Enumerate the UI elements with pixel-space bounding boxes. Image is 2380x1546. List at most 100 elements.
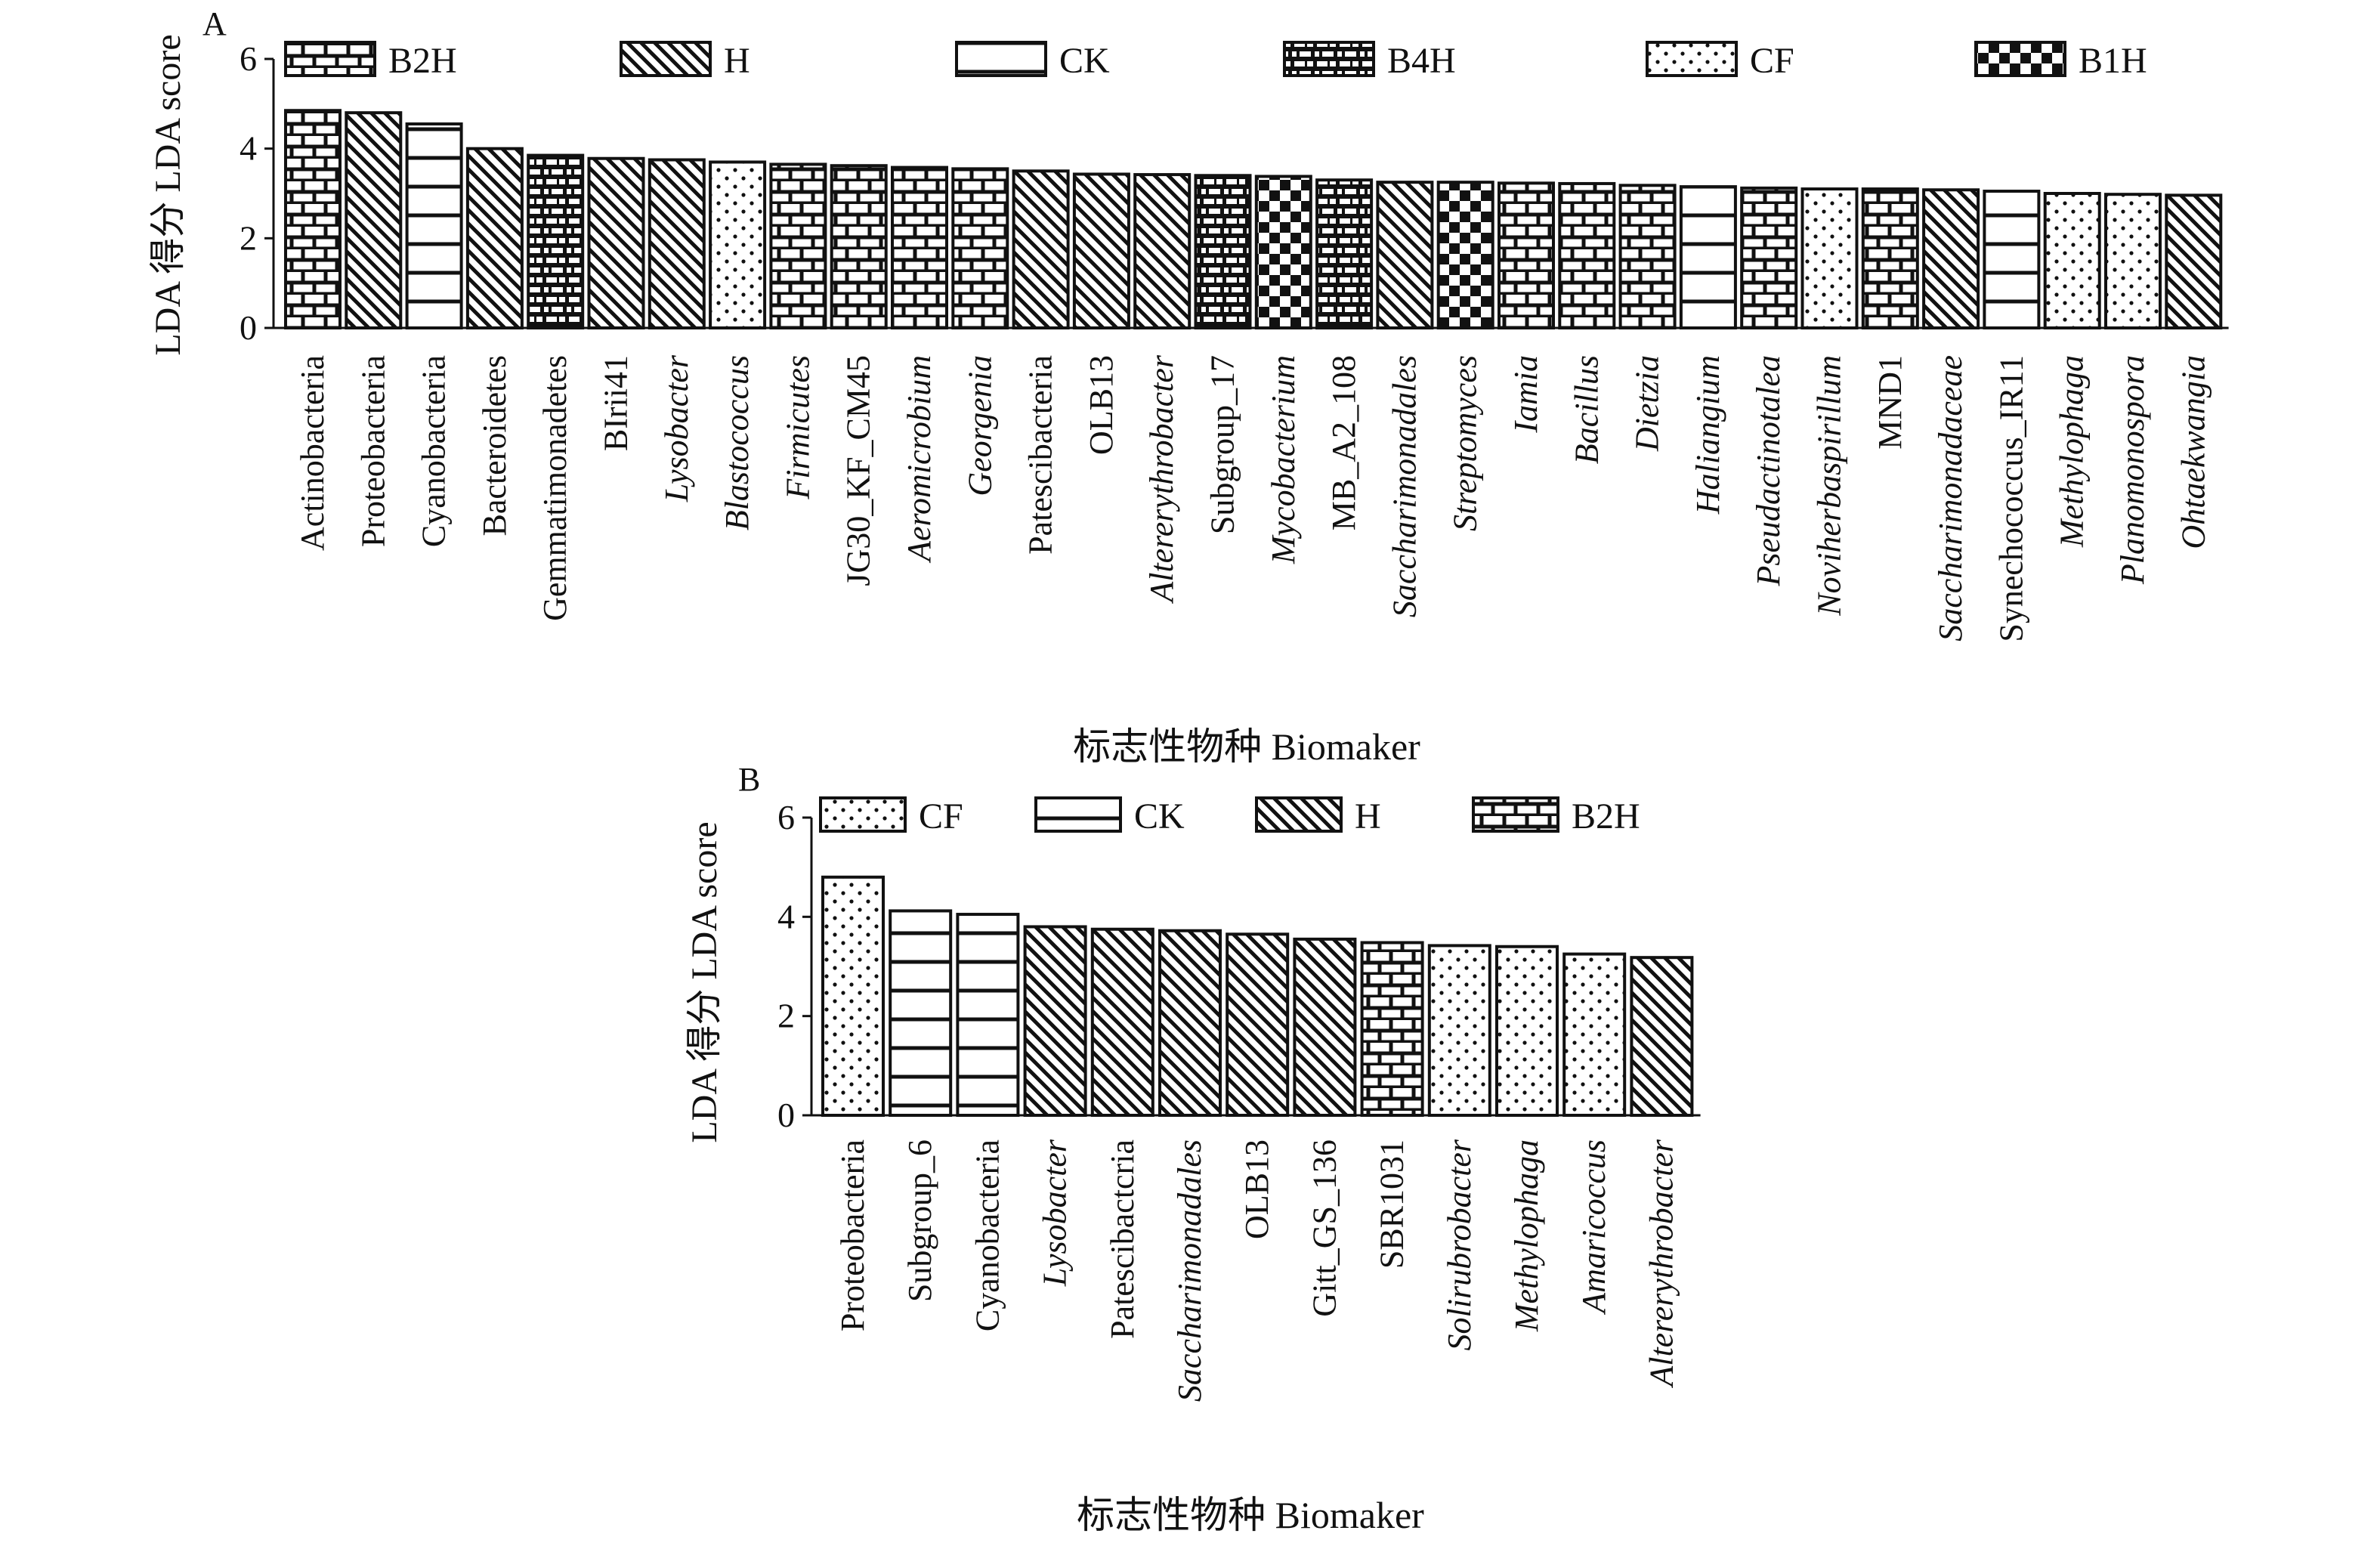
x-tick-label: Bacillus	[1568, 355, 1605, 464]
x-tick-label: Dietzia	[1629, 355, 1666, 452]
bar-mb-a2-108	[1315, 178, 1374, 329]
y-tick-label: 0	[240, 308, 257, 347]
x-tick-label: Proteobacteria	[834, 1139, 871, 1331]
bar-saccharimonadales	[1158, 929, 1222, 1117]
x-tick-label: Lysobacter	[658, 354, 695, 502]
x-tick-label: OLB13	[1083, 355, 1120, 455]
bar-firmicutes	[769, 162, 827, 329]
x-tick-label: MB_A2_108	[1325, 355, 1362, 530]
bar-methylophaga	[1495, 945, 1559, 1117]
legend-swatch-b4h	[1283, 41, 1375, 77]
bar-planomonospora	[2104, 193, 2162, 330]
bars-b	[821, 875, 1694, 1118]
y-tick-label: 0	[777, 1096, 795, 1134]
panel-label-b: B	[738, 761, 760, 798]
bar-iamia	[1498, 181, 1555, 329]
bar-saccharimonadales	[1376, 181, 1434, 329]
x-tick-labels-a: Actinobacteria Proteobacteria Cyanobacteri…	[294, 354, 2212, 642]
x-tick-label: Georgenia	[961, 355, 998, 496]
bar-synechococcus-ir11	[1983, 190, 2041, 329]
x-tick-label: Lysobacter	[1037, 1139, 1074, 1287]
x-tick-label: Pseudactinotalea	[1750, 355, 1787, 587]
x-tick-label: Subgroup_6	[901, 1139, 938, 1302]
y-tick-label: 6	[777, 798, 795, 836]
x-tick-label: Patescibacteria	[1022, 355, 1059, 555]
legend-swatch-ck	[1034, 796, 1122, 833]
x-tick-label: Methylophaga	[2054, 355, 2091, 548]
x-tick-label: Aeromicrobium	[901, 355, 938, 564]
y-tick-label: 4	[240, 129, 257, 168]
bar-olb13	[1226, 932, 1290, 1117]
x-axis-label-b: 标志性物种 Biomaker	[1077, 1494, 1424, 1536]
x-tick-label: MND1	[1872, 355, 1909, 450]
legend-swatch-cf	[1646, 41, 1738, 77]
x-tick-label: Planomonospora	[2114, 355, 2151, 585]
x-tick-label: Noviherbaspirillum	[1811, 355, 1848, 617]
x-tick-label: Saccharimonadaceae	[1932, 355, 1969, 642]
bar-actinobacteria	[284, 109, 342, 329]
legend-swatch-h	[620, 41, 712, 77]
x-tick-label: Cyanobacteria	[969, 1139, 1006, 1331]
bar-patescibactcria	[1090, 927, 1154, 1117]
x-tick-label: Bacteroidetes	[476, 355, 513, 536]
x-tick-labels-b: Proteobacteria Subgroup_6 Cyanobacteria Lys…	[834, 1139, 1680, 1402]
legend-label-h: H	[724, 41, 750, 81]
legend-label-ck: CK	[1134, 796, 1185, 836]
x-tick-label: Patescibactcria	[1104, 1139, 1141, 1339]
x-tick-label: Streptomyces	[1447, 355, 1484, 531]
bar-birii41	[587, 156, 645, 329]
bar-sbr1031	[1360, 941, 1424, 1117]
bar-ohtaekwangia	[2165, 193, 2223, 329]
legend-swatch-cf	[819, 796, 907, 833]
bar-lysobacter	[648, 158, 706, 329]
bar-mycobacterium	[1254, 175, 1312, 329]
x-tick-label: Altererythrobacter	[1643, 1139, 1680, 1389]
x-tick-label: Saccharimonadales	[1171, 1139, 1208, 1402]
legend-label-b2h: B2H	[1572, 796, 1640, 836]
bar-proteobacteria	[821, 875, 885, 1118]
x-tick-label: Amaricoccus	[1575, 1139, 1612, 1316]
bar-pseudactinotalea	[1740, 186, 1798, 329]
x-tick-label: BIrii41	[598, 355, 635, 451]
bar-subgroup-6	[889, 909, 953, 1118]
legend-label-cf: CF	[919, 796, 963, 836]
bar-gitt-gs-136	[1293, 937, 1357, 1117]
x-tick-label: Solirubrobacter	[1441, 1139, 1478, 1350]
bar-aeromicrobium	[891, 165, 948, 329]
x-tick-label: Firmicutes	[779, 355, 816, 500]
bar-streptomyces	[1436, 181, 1494, 329]
bar-patescibacteria	[1012, 169, 1070, 329]
x-tick-label: Subgroup_17	[1204, 355, 1241, 534]
legend-label-ck: CK	[1059, 41, 1110, 81]
bar-amaricoccus	[1562, 952, 1627, 1118]
y-tick-label: 6	[240, 39, 257, 78]
y-tick-label: 4	[777, 897, 795, 935]
bar-jg30-kf-cm45	[830, 164, 888, 329]
bar-georgenia	[951, 167, 1009, 329]
bar-methylophaga	[2043, 192, 2101, 329]
y-tick-label: 2	[240, 218, 257, 257]
x-tick-label: Synechococcus_IR11	[1992, 355, 2029, 642]
bar-cyanobacteria	[405, 122, 463, 330]
legend-label-cf: CF	[1750, 41, 1794, 81]
legend-label-b2h: B2H	[388, 41, 457, 81]
bar-bacillus	[1558, 181, 1616, 329]
x-tick-label: Saccharimonadales	[1386, 355, 1423, 617]
x-tick-label: OLB13	[1238, 1139, 1275, 1239]
x-tick-label: Ohtaekwangia	[2174, 355, 2212, 549]
x-tick-label: Proteobacteria	[354, 355, 391, 547]
x-tick-label: Altererythrobacter	[1143, 354, 1180, 604]
bar-noviherbaspirillum	[1800, 187, 1859, 329]
legend-swatch-ck	[955, 41, 1047, 77]
x-tick-label: Cyanobacteria	[416, 355, 453, 547]
x-tick-label: Haliangium	[1689, 355, 1726, 515]
legend-label-b4h: B4H	[1387, 41, 1456, 81]
legend-b: CF CK H B2H	[819, 796, 1640, 836]
bar-solirubrobacter	[1427, 944, 1491, 1118]
x-tick-label: JG30_KF_CM45	[840, 355, 877, 586]
panel-label-a: A	[202, 5, 227, 42]
bar-haliangium	[1679, 185, 1737, 329]
x-tick-label: Gitt_GS_136	[1306, 1139, 1343, 1317]
bar-bacteroidetes	[465, 147, 524, 329]
